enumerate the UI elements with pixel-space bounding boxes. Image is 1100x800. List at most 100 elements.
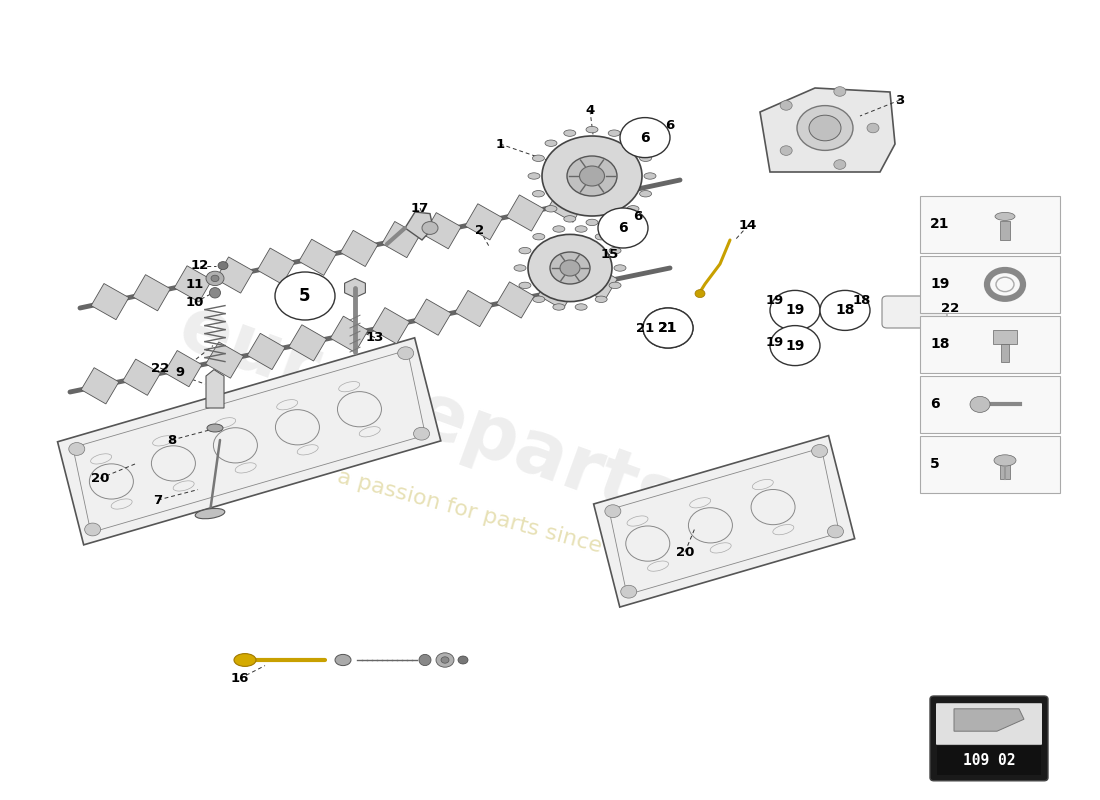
Circle shape xyxy=(834,86,846,96)
Ellipse shape xyxy=(609,247,622,254)
Polygon shape xyxy=(372,307,409,344)
Polygon shape xyxy=(538,274,575,310)
Polygon shape xyxy=(91,283,129,320)
Text: 6: 6 xyxy=(640,130,650,145)
Text: 21: 21 xyxy=(930,218,949,231)
Circle shape xyxy=(275,272,336,320)
Text: 20: 20 xyxy=(675,546,694,558)
Polygon shape xyxy=(248,334,285,370)
Bar xyxy=(937,746,1041,775)
Ellipse shape xyxy=(627,206,639,212)
Circle shape xyxy=(780,146,792,155)
Text: 5: 5 xyxy=(299,287,310,305)
Text: a passion for parts since 1985: a passion for parts since 1985 xyxy=(334,466,666,574)
Text: 18: 18 xyxy=(835,303,855,318)
Text: 19: 19 xyxy=(766,294,784,306)
Circle shape xyxy=(644,308,693,348)
Ellipse shape xyxy=(575,304,587,310)
Text: 21: 21 xyxy=(636,322,654,334)
Circle shape xyxy=(422,222,438,234)
Text: 16: 16 xyxy=(231,672,250,685)
Polygon shape xyxy=(57,338,441,545)
Polygon shape xyxy=(133,274,170,311)
Polygon shape xyxy=(465,204,503,240)
Text: 1: 1 xyxy=(495,138,505,150)
Polygon shape xyxy=(580,265,617,301)
Text: 6: 6 xyxy=(618,221,628,235)
Ellipse shape xyxy=(586,219,598,226)
Text: 6: 6 xyxy=(666,119,674,132)
Ellipse shape xyxy=(532,296,544,302)
Text: 13: 13 xyxy=(366,331,384,344)
Ellipse shape xyxy=(595,296,607,302)
Ellipse shape xyxy=(207,424,223,432)
Polygon shape xyxy=(340,230,378,266)
Circle shape xyxy=(85,523,101,536)
Bar xyxy=(920,376,1060,433)
Polygon shape xyxy=(299,239,337,275)
Text: 18: 18 xyxy=(930,338,949,351)
Text: 19: 19 xyxy=(785,338,805,353)
Ellipse shape xyxy=(532,234,544,240)
Bar xyxy=(920,196,1060,253)
Polygon shape xyxy=(496,282,535,318)
FancyBboxPatch shape xyxy=(930,696,1048,781)
Circle shape xyxy=(458,656,468,664)
Circle shape xyxy=(812,445,827,458)
Text: 5: 5 xyxy=(930,458,939,471)
Polygon shape xyxy=(257,248,295,284)
Text: 9: 9 xyxy=(175,366,185,378)
Bar xyxy=(1000,464,1010,478)
Text: 109 02: 109 02 xyxy=(962,754,1015,768)
Ellipse shape xyxy=(564,130,575,136)
Circle shape xyxy=(206,271,224,286)
FancyBboxPatch shape xyxy=(882,296,947,328)
Circle shape xyxy=(566,156,617,196)
Polygon shape xyxy=(81,368,119,404)
Ellipse shape xyxy=(544,206,557,212)
Circle shape xyxy=(970,396,990,413)
Ellipse shape xyxy=(209,287,220,298)
Circle shape xyxy=(414,427,429,440)
Text: 7: 7 xyxy=(153,494,163,506)
Circle shape xyxy=(996,277,1014,291)
Polygon shape xyxy=(405,212,433,240)
Circle shape xyxy=(644,308,693,348)
Ellipse shape xyxy=(195,509,224,518)
Text: 22: 22 xyxy=(151,362,169,374)
Bar xyxy=(920,256,1060,313)
Ellipse shape xyxy=(614,265,626,271)
Circle shape xyxy=(770,290,820,330)
Polygon shape xyxy=(216,257,253,293)
Text: 11: 11 xyxy=(186,278,205,290)
Ellipse shape xyxy=(608,130,620,136)
Ellipse shape xyxy=(553,304,565,310)
Circle shape xyxy=(441,657,449,663)
Polygon shape xyxy=(344,278,365,298)
Circle shape xyxy=(867,123,879,133)
Ellipse shape xyxy=(595,234,607,240)
Text: 10: 10 xyxy=(186,296,205,309)
Text: 8: 8 xyxy=(167,434,177,446)
Text: 21: 21 xyxy=(658,321,678,335)
Ellipse shape xyxy=(336,654,351,666)
Text: 4: 4 xyxy=(585,104,595,117)
Ellipse shape xyxy=(528,173,540,179)
Polygon shape xyxy=(330,316,369,353)
Text: 6: 6 xyxy=(930,398,939,411)
Polygon shape xyxy=(414,299,451,335)
Circle shape xyxy=(820,290,870,330)
Circle shape xyxy=(550,252,590,284)
Text: 18: 18 xyxy=(852,294,871,306)
Polygon shape xyxy=(760,88,895,172)
Ellipse shape xyxy=(419,654,431,666)
Ellipse shape xyxy=(519,247,531,254)
Polygon shape xyxy=(123,359,161,395)
Circle shape xyxy=(827,525,844,538)
Ellipse shape xyxy=(514,265,526,271)
Ellipse shape xyxy=(553,226,565,232)
Ellipse shape xyxy=(639,190,651,197)
Polygon shape xyxy=(548,186,586,222)
Ellipse shape xyxy=(639,155,651,162)
Circle shape xyxy=(834,160,846,170)
